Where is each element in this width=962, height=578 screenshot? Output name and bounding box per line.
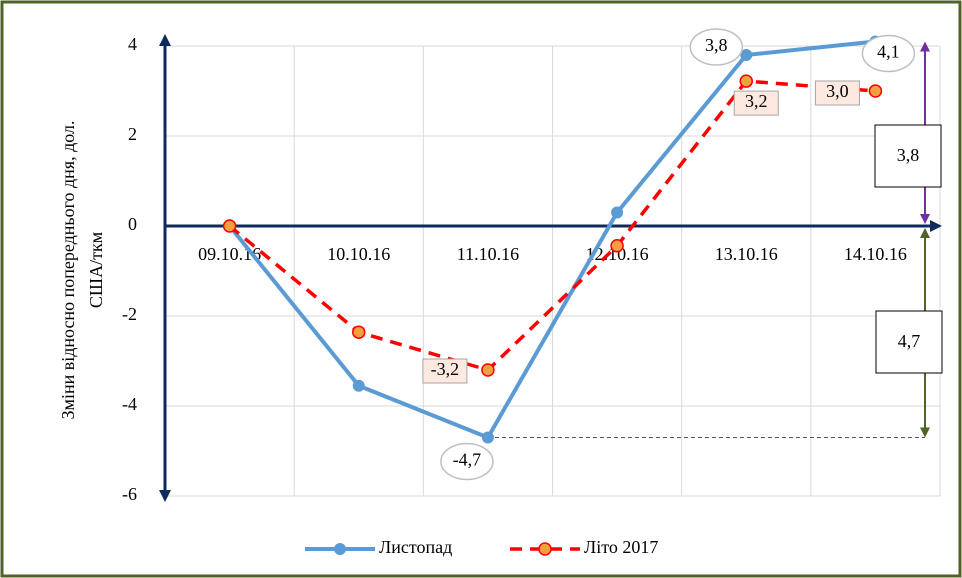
x-tick-label: 10.10.16 xyxy=(327,244,390,264)
point xyxy=(868,84,883,98)
annotation-label: 3,8 xyxy=(897,145,920,165)
y-axis-title: Зміни відносно попереднього дня, дол. СШ… xyxy=(58,121,106,420)
value-label-bg xyxy=(861,34,916,73)
annotation-box xyxy=(874,124,942,188)
y-tick-label: 2 xyxy=(128,124,137,144)
value-label-bg xyxy=(422,358,468,384)
x-tick-label: 09.10.16 xyxy=(198,244,261,264)
value-label: 3,2 xyxy=(745,91,768,111)
x-tick-label: 13.10.16 xyxy=(715,244,778,264)
value-label: -4,7 xyxy=(453,450,482,470)
point xyxy=(352,379,365,392)
point xyxy=(352,325,366,339)
y-axis-title-line: Зміни відносно попереднього дня, дол. xyxy=(58,121,78,420)
annotation-box xyxy=(875,310,943,374)
series-line xyxy=(228,79,876,372)
point xyxy=(610,239,624,253)
x-tick-label: 14.10.16 xyxy=(844,244,907,264)
value-label-bg xyxy=(733,90,779,116)
series-line xyxy=(228,39,876,440)
y-tick-label: 0 xyxy=(128,214,137,234)
point xyxy=(222,219,237,233)
value-label-bg xyxy=(814,80,860,106)
y-tick-label: -6 xyxy=(122,484,137,504)
legend-marker xyxy=(538,542,552,556)
y-axis-title-line: США/ткм xyxy=(86,232,106,308)
y-tick-label: -4 xyxy=(122,394,137,414)
y-tick-label: -2 xyxy=(122,304,137,324)
value-label: -3,2 xyxy=(431,359,460,379)
point xyxy=(739,74,753,88)
x-tick-label: 11.10.16 xyxy=(457,244,519,264)
value-label: 4,1 xyxy=(877,42,900,62)
value-label-bg xyxy=(440,442,494,481)
legend-marker xyxy=(334,543,346,555)
point xyxy=(481,431,494,444)
value-label: 3,8 xyxy=(705,35,728,55)
value-label-bg xyxy=(689,28,743,66)
point xyxy=(481,363,495,377)
legend-label: Літо 2017 xyxy=(584,537,658,557)
point xyxy=(740,49,753,61)
legend-label: Листопад xyxy=(379,537,452,557)
value-label: 3,0 xyxy=(826,81,849,101)
point xyxy=(611,206,624,219)
y-tick-label: 4 xyxy=(128,34,137,54)
annotation-label: 4,7 xyxy=(898,331,921,351)
